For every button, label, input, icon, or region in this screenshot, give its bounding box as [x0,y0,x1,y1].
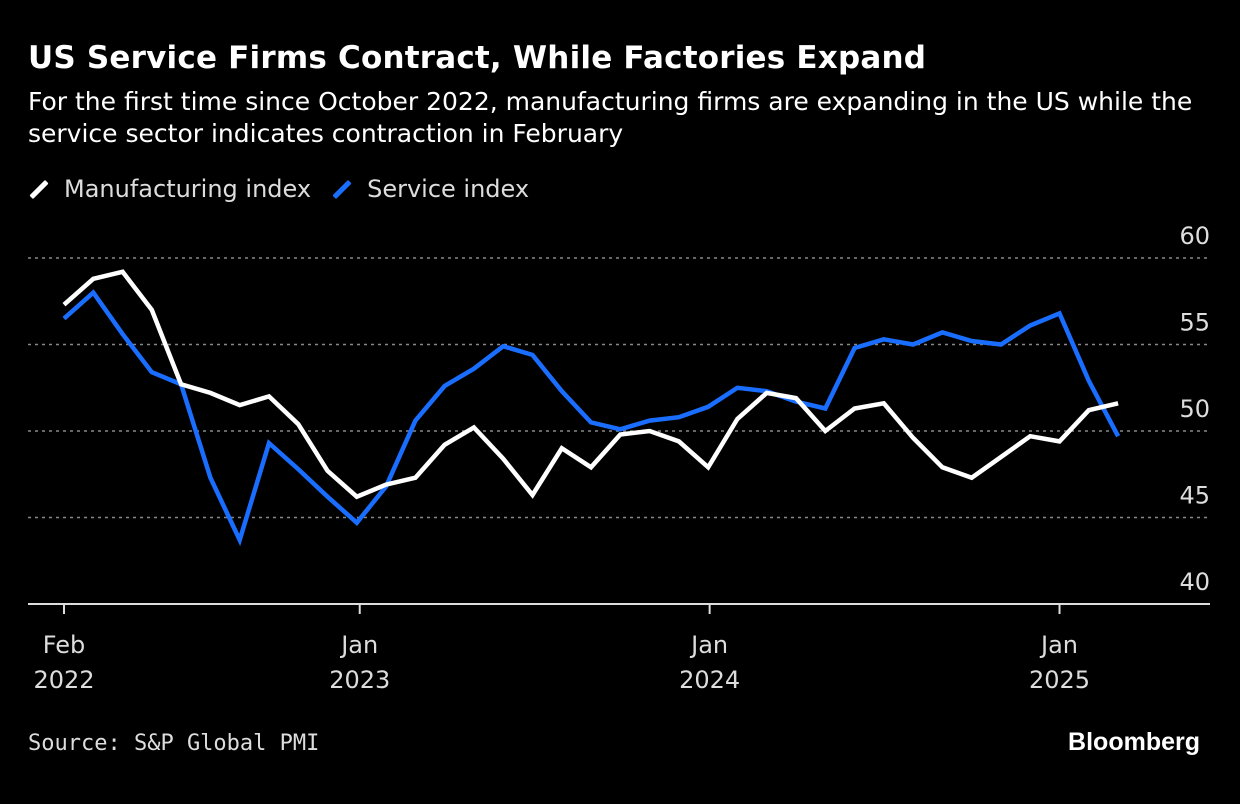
legend: Manufacturing index Service index [28,175,549,203]
y-tick-label: 60 [1179,222,1210,250]
x-tick-month: Jan [689,631,728,659]
manufacturing-line [62,269,1119,500]
legend-item-manufacturing: Manufacturing index [28,175,311,203]
x-tick-month: Jan [1039,631,1078,659]
x-tick-month: Jan [339,631,378,659]
x-tick-year: 2025 [1029,666,1090,694]
y-tick-label: 50 [1179,395,1210,423]
chart-title: US Service Firms Contract, While Factori… [28,40,927,76]
legend-label-manufacturing: Manufacturing index [64,175,312,203]
bloomberg-logo: Bloomberg [1068,728,1200,756]
y-tick-label: 45 [1179,482,1210,510]
y-tick-label: 40 [1179,568,1210,596]
chart-subtitle: For the first time since October 2022, m… [28,87,1193,148]
x-tick-year: 2024 [679,666,740,694]
service-line [62,289,1121,547]
y-tick-label: 55 [1179,309,1210,337]
x-tick-month: Feb [43,631,86,659]
x-tick-year: 2022 [33,666,94,694]
x-tick-year: 2023 [329,666,390,694]
source-note: Source: S&P Global PMI [28,731,320,756]
legend-label-service: Service index [367,175,530,203]
legend-item-service: Service index [331,175,529,203]
